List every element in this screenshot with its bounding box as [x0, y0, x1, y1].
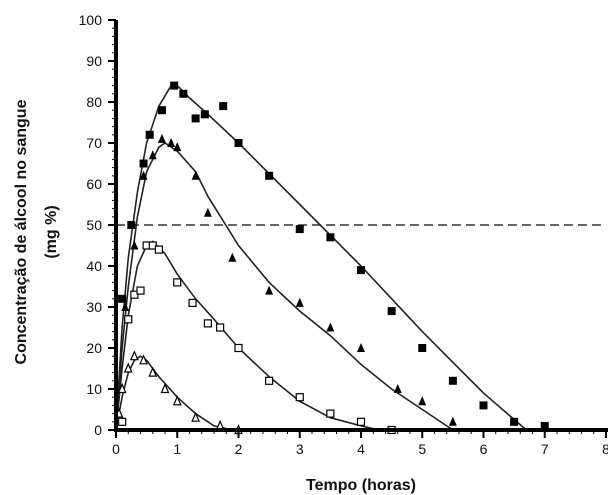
- y-axis-title-line-1: Concentração de álcool no sangue: [13, 99, 30, 364]
- data-point-series-3: [148, 241, 157, 250]
- y-tick-label: 30: [86, 299, 102, 315]
- data-point-series-2: [157, 133, 166, 143]
- data-point-series-1: [418, 344, 427, 352]
- data-point-series-3: [130, 290, 139, 299]
- data-point-series-3: [265, 376, 274, 385]
- data-point-series-3: [118, 417, 127, 426]
- x-tick-label: 4: [357, 441, 365, 457]
- x-tick-label: 2: [235, 441, 243, 457]
- data-point-series-1: [448, 376, 457, 385]
- data-point-series-3: [234, 343, 243, 353]
- data-point-series-3: [154, 245, 163, 254]
- fit-curves: [115, 84, 527, 431]
- tick-marks: [108, 19, 607, 438]
- data-point-series-4: [148, 366, 158, 377]
- data-point-series-2: [357, 343, 365, 352]
- data-point-series-3: [203, 319, 212, 328]
- data-point-series-4: [191, 411, 201, 422]
- data-point-series-2: [393, 384, 402, 393]
- data-point-series-1: [118, 294, 127, 303]
- x-tick-label: 6: [480, 441, 488, 457]
- data-point-series-3: [326, 409, 335, 418]
- data-point-series-1: [357, 266, 365, 275]
- data-point-series-4: [139, 354, 148, 365]
- data-point-series-2: [121, 302, 130, 311]
- data-point-series-2: [228, 252, 237, 262]
- y-tick-label: 50: [86, 217, 102, 233]
- y-tick-label: 90: [86, 53, 102, 69]
- data-point-series-2: [167, 138, 176, 147]
- data-point-series-1: [219, 102, 228, 111]
- data-point-series-1: [479, 401, 488, 410]
- data-point-series-3: [356, 417, 366, 426]
- data-point-series-1: [191, 114, 200, 123]
- x-tick-label: 5: [418, 441, 426, 457]
- data-point-series-3: [188, 298, 197, 307]
- data-point-series-4: [117, 383, 127, 394]
- data-point-series-3: [216, 323, 225, 332]
- data-point-series-3: [295, 393, 304, 402]
- y-axis-title-line-2: (mg %): [43, 205, 60, 258]
- data-point-series-1: [200, 110, 209, 119]
- y-axis-title: Concentração de álcool no sangue (mg %): [13, 99, 60, 364]
- y-tick-label: 100: [79, 12, 103, 28]
- fit-curve-1: [115, 84, 527, 431]
- x-tick-label: 7: [541, 441, 549, 457]
- y-tick-label: 0: [94, 422, 102, 438]
- y-tick-label: 70: [86, 135, 102, 151]
- x-tick-label: 0: [112, 441, 120, 457]
- y-tick-label: 40: [86, 258, 102, 274]
- data-point-series-4: [160, 383, 170, 394]
- data-point-series-1: [170, 81, 179, 90]
- fit-curve-2: [115, 142, 454, 431]
- y-tick-label: 80: [86, 94, 102, 110]
- y-tick-label: 20: [86, 340, 102, 356]
- data-point-series-2: [130, 240, 139, 250]
- data-point-series-1: [157, 106, 166, 115]
- x-tick-label: 1: [173, 441, 181, 457]
- axes: [114, 20, 608, 432]
- data-point-series-1: [326, 233, 335, 242]
- data-point-series-1: [387, 307, 396, 316]
- x-axis-title: Tempo (horas): [306, 477, 416, 494]
- data-point-series-2: [265, 285, 274, 295]
- data-point-series-2: [203, 207, 212, 217]
- tick-labels: 0 10 20 30 40 50 60 70 80 90 100 0 1 2 3 4 5 6 7 8: [79, 12, 608, 457]
- data-point-series-1: [139, 159, 148, 168]
- data-point-series-2: [191, 170, 200, 180]
- data-point-series-2: [295, 297, 304, 307]
- data-point-series-1: [295, 225, 304, 234]
- data-point-series-1: [265, 171, 274, 180]
- data-point-series-2: [418, 396, 427, 406]
- fit-curve-4: [115, 355, 233, 431]
- data-point-series-4: [129, 350, 139, 361]
- y-tick-label: 10: [86, 381, 102, 397]
- y-tick-label: 60: [86, 176, 102, 192]
- data-point-series-1: [179, 89, 188, 98]
- data-point-series-2: [173, 142, 182, 152]
- x-tick-label: 3: [296, 441, 304, 457]
- data-point-series-2: [139, 170, 148, 180]
- data-point-series-2: [326, 322, 335, 332]
- data-point-series-1: [145, 130, 154, 139]
- data-point-series-2: [148, 150, 157, 160]
- data-point-series-2: [448, 416, 457, 426]
- data-point-series-3: [173, 278, 182, 287]
- data-point-series-1: [540, 421, 549, 430]
- data-point-series-1: [510, 417, 519, 426]
- x-tick-label: 8: [602, 441, 608, 457]
- data-point-series-1: [234, 139, 243, 147]
- data-point-series-3: [136, 286, 145, 295]
- fit-curve-3: [115, 240, 380, 431]
- data-point-series-3: [124, 315, 133, 324]
- data-point-series-4: [123, 362, 133, 373]
- data-point-series-4: [172, 395, 182, 406]
- data-point-series-1: [127, 221, 136, 229]
- data-points: [114, 81, 549, 435]
